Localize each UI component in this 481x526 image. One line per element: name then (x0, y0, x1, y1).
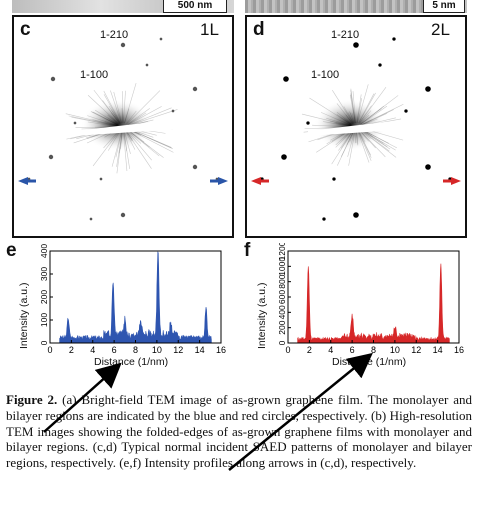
intensity-trace (59, 251, 212, 344)
y-tick-label: 400 (39, 244, 49, 258)
x-tick-label: 4 (328, 345, 333, 355)
y-tick-label: 800 (277, 274, 287, 288)
diffraction-spot (159, 37, 163, 41)
beam-stop (308, 119, 411, 136)
y-tick-label: 1200 (277, 243, 287, 260)
plot-frame (287, 250, 460, 344)
x-tick-label: 0 (47, 345, 52, 355)
diffraction-spot (120, 212, 126, 218)
panel-b-strip (245, 0, 467, 13)
x-tick-label: 16 (216, 345, 226, 355)
chart-f-xlabel: Distance (1/nm) (332, 356, 407, 368)
y-tick-label: 200 (277, 320, 287, 334)
diffraction-spot (73, 121, 77, 125)
central-beam (314, 99, 386, 151)
diffraction-spot (89, 217, 93, 221)
diffraction-spot (322, 217, 326, 221)
x-tick-label: 8 (133, 345, 138, 355)
diffraction-spot (192, 164, 198, 170)
panel-d-layer-tag: 2L (431, 20, 450, 39)
y-tick-label: 100 (39, 313, 49, 327)
diffraction-spot (48, 154, 54, 160)
diffraction-spot (99, 177, 103, 181)
x-tick-label: 6 (350, 345, 355, 355)
x-tick-label: 14 (433, 345, 443, 355)
intensity-chart-f: 0 2 4 6 8 10 12 14 16 0 200 400 600 800 1000 1200 Inten… (246, 241, 471, 378)
y-tick-label: 1000 (277, 257, 287, 276)
diffraction-spot (332, 177, 336, 181)
diffraction-spot (306, 121, 310, 125)
x-tick-label: 2 (69, 345, 74, 355)
panel-d-index-mid: 1-100 (311, 69, 340, 81)
diffraction-spot (171, 109, 175, 113)
y-tick-label: 0 (39, 340, 49, 345)
chart-e-ylabel: Intensity (a.u.) (18, 282, 30, 349)
diffraction-spot (425, 164, 431, 170)
diffraction-spot (50, 76, 56, 82)
panel-c-index-top: 1-210 (100, 29, 129, 41)
profile-arrow-left (18, 177, 36, 185)
x-tick-label: 10 (390, 345, 400, 355)
saed-panel-d: d 2L 1-210 1-100 (245, 15, 467, 238)
panel-b-scalebar: 5 nm (423, 0, 465, 13)
diffraction-spot (404, 109, 408, 113)
chart-e-xlabel: Distance (1/nm) (94, 356, 169, 368)
y-tick-label: 600 (277, 290, 287, 304)
x-tick-label: 16 (454, 345, 464, 355)
profile-arrow-right (443, 177, 461, 185)
diffraction-spot (353, 212, 359, 218)
diffraction-spot (120, 42, 126, 48)
profile-arrow-left (251, 177, 269, 185)
caption-lead: Figure 2. (6, 392, 58, 407)
diffraction-spot (378, 63, 382, 67)
panel-e-label: e (6, 240, 17, 261)
panel-c-index-mid: 1-100 (80, 69, 109, 81)
diffraction-spot (392, 37, 396, 41)
x-tick-label: 4 (90, 345, 95, 355)
x-tick-label: 12 (411, 345, 421, 355)
beam-stop (75, 119, 178, 136)
central-beam (81, 99, 153, 151)
intensity-chart-e: 0 2 4 6 8 10 12 14 16 0 100 200 300 400 Intensity (a.… (8, 243, 233, 378)
panel-d-label: d (253, 19, 265, 40)
diffraction-spot (283, 76, 289, 82)
x-tick-label: 8 (371, 345, 376, 355)
x-tick-label: 14 (195, 345, 205, 355)
x-tick-label: 10 (152, 345, 162, 355)
panel-f-label: f (244, 240, 251, 261)
chart-e-svg: 0 2 4 6 8 10 12 14 16 0 100 200 300 400 (39, 244, 226, 355)
diffraction-spot (281, 154, 287, 160)
figure-caption: Figure 2. (a) Bright-field TEM image of … (6, 392, 472, 471)
x-tick-label: 6 (112, 345, 117, 355)
y-tick-label: 300 (39, 267, 49, 281)
diffraction-spot (145, 63, 149, 67)
y-tick-label: 200 (39, 290, 49, 304)
y-tick-label: 400 (277, 305, 287, 319)
profile-arrow-right (210, 177, 228, 185)
saed-panel-c: c 1L 1-210 1-100 (12, 15, 234, 238)
saed-pattern-d (251, 37, 461, 221)
panel-d-index-top: 1-210 (331, 29, 360, 41)
caption-text: (a) Bright-field TEM image of as-grown g… (6, 392, 473, 471)
x-tick-label: 12 (173, 345, 183, 355)
panel-a-scalebar: 500 nm (163, 0, 227, 13)
diffraction-spot (425, 86, 431, 92)
x-tick-label: 2 (307, 345, 312, 355)
y-tick-label: 0 (277, 340, 287, 345)
saed-pattern-c (18, 37, 228, 221)
diffraction-spot (192, 86, 198, 92)
intensity-trace (297, 263, 450, 344)
panel-c-label: c (20, 19, 31, 40)
chart-f-ylabel: Intensity (a.u.) (256, 282, 268, 349)
diffraction-spot (353, 42, 359, 48)
x-tick-label: 0 (285, 345, 290, 355)
panel-c-layer-tag: 1L (200, 20, 219, 39)
plot-frame (49, 250, 222, 344)
